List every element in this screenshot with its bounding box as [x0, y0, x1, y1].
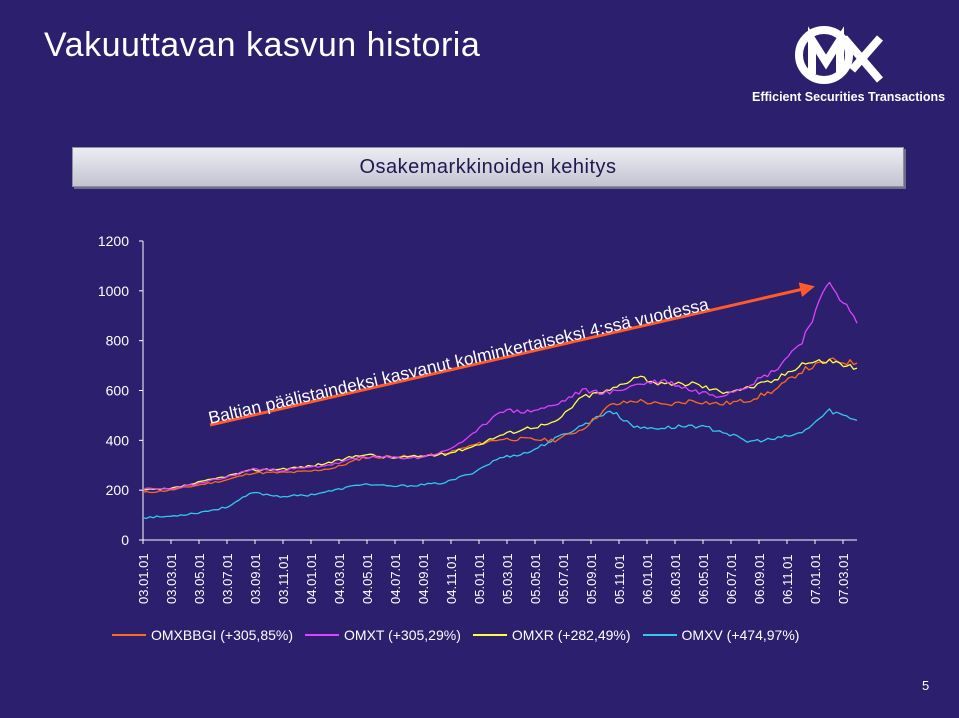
- y-tick-label: 1200: [98, 233, 129, 249]
- legend-label: OMXR (+282,49%): [511, 627, 631, 643]
- y-tick-label: 0: [121, 532, 129, 548]
- x-tick-label: 06.07.01: [724, 553, 739, 604]
- legend-item-omxt: OMXT (+305,29%): [305, 627, 461, 643]
- x-tick-label: 05.11.01: [612, 554, 627, 604]
- y-tick-label: 1000: [98, 283, 129, 299]
- legend-swatch: [112, 634, 146, 636]
- chart-legend: OMXBBGI (+305,85%) OMXT (+305,29%) OMXR (+…: [112, 625, 811, 645]
- x-tick-label: 05.05.01: [528, 553, 543, 604]
- x-tick-label: 05.09.01: [584, 553, 599, 604]
- logo-tagline: Efficient Securities Transactions: [752, 90, 946, 104]
- x-tick-label: 06.05.01: [696, 553, 711, 604]
- x-tick-label: 05.07.01: [556, 553, 571, 604]
- x-tick-label: 03.01.01: [136, 553, 151, 604]
- chart-title: Osakemarkkinoiden kehitys: [359, 155, 617, 178]
- y-tick-label: 200: [106, 482, 130, 498]
- omx-logo-mark: [795, 26, 884, 84]
- legend-swatch: [305, 634, 340, 636]
- slide-title: Vakuuttavan kasvun historia: [44, 26, 481, 64]
- legend-label: OMXV (+474,97%): [681, 627, 800, 643]
- x-tick-label: 03.03.01: [164, 553, 179, 604]
- omx-logo: Efficient Securities Transactions: [752, 18, 952, 110]
- x-tick-label: 04.07.01: [388, 553, 403, 604]
- series-line-omxbbgi: [142, 357, 858, 494]
- y-tick-label: 400: [106, 432, 130, 448]
- legend-swatch: [472, 634, 507, 636]
- chart-title-box: Osakemarkkinoiden kehitys: [72, 147, 904, 187]
- x-tick-label: 07.03.01: [836, 553, 851, 604]
- x-tick-label: 03.11.01: [276, 554, 291, 604]
- legend-item-omxr: OMXR (+282,49%): [472, 627, 631, 643]
- legend-label: OMXT (+305,29%): [344, 627, 461, 643]
- x-tick-label: 03.09.01: [248, 553, 263, 604]
- x-tick-label: 06.09.01: [752, 553, 767, 604]
- x-tick-label: 04.11.01: [444, 554, 459, 604]
- x-tick-label: 04.09.01: [416, 553, 431, 604]
- x-tick-label: 04.03.01: [332, 553, 347, 604]
- legend-label: OMXBBGI (+305,85%): [151, 627, 294, 643]
- x-tick-label: 03.05.01: [192, 553, 207, 604]
- x-tick-label: 06.01.01: [640, 553, 655, 604]
- annotation-arrow: [209, 282, 815, 427]
- y-tick-label: 600: [106, 383, 130, 399]
- page-number: 5: [922, 678, 930, 693]
- x-tick-label: 04.05.01: [360, 553, 375, 604]
- legend-item-omxbbgi: OMXBBGI (+305,85%): [112, 627, 293, 643]
- y-tick-label: 800: [106, 333, 130, 349]
- x-tick-label: 07.01.01: [808, 553, 823, 604]
- x-tick-label: 06.03.01: [668, 553, 683, 604]
- x-tick-label: 04.01.01: [304, 553, 319, 604]
- x-tick-label: 06.11.01: [780, 554, 795, 604]
- x-tick-label: 05.03.01: [500, 553, 515, 604]
- x-tick-label: 05.01.01: [472, 553, 487, 604]
- chart-annotation: Baltian päälistaindeksi kasvanut kolmink…: [206, 294, 710, 428]
- series-line-omxt: [142, 281, 858, 491]
- legend-swatch: [642, 634, 677, 636]
- x-tick-label: 03.07.01: [220, 553, 235, 604]
- legend-item-omxv: OMXV (+474,97%): [642, 627, 800, 643]
- series-line-omxv: [142, 408, 858, 520]
